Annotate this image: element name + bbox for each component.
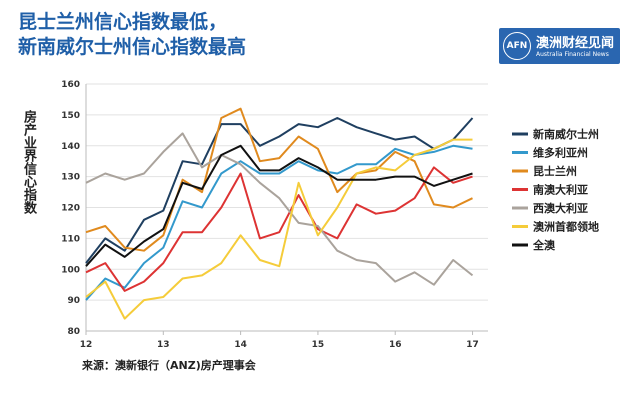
series-line <box>85 166 473 292</box>
afn-logo-cn-text: 澳洲财经见闻 <box>536 36 615 51</box>
x-tick-label: 16 <box>389 340 402 350</box>
legend-label: 澳洲首都领地 <box>533 220 599 234</box>
x-tick-label: 12 <box>80 340 93 350</box>
source-note: 来源：澳新银行（ANZ)房产理事会 <box>82 359 256 372</box>
x-tick-label: 15 <box>312 340 325 350</box>
title-block: 昆士兰州信心指数最低， 新南威尔士州信心指数最高 <box>18 10 488 60</box>
legend-label: 西澳大利亚 <box>533 201 588 215</box>
series-line <box>85 132 474 286</box>
page-title-line-2: 新南威尔士州信心指数最高 <box>18 36 247 58</box>
y-tick-label: 140 <box>61 142 80 152</box>
y-axis-label: 房产业界信心指数 <box>21 110 36 214</box>
x-tick-label: 17 <box>466 340 479 350</box>
afn-logo: AFN 澳洲财经见闻 Australia Financial News <box>499 28 620 64</box>
legend-label: 全澳 <box>532 238 556 252</box>
legend-label: 新南威尔士州 <box>533 127 599 141</box>
y-tick-label: 100 <box>61 265 80 275</box>
page-title-line-1: 昆士兰州信心指数最低， <box>18 11 228 33</box>
legend-label: 昆士兰州 <box>533 164 577 178</box>
series-line <box>85 138 473 320</box>
legend-label: 维多利亚州 <box>533 146 588 160</box>
afn-logo-en-text: Australia Financial News <box>536 51 609 58</box>
legend-label: 南澳大利亚 <box>533 183 588 197</box>
series-line <box>85 144 473 301</box>
series-line <box>85 117 474 264</box>
y-tick-label: 160 <box>61 80 80 90</box>
y-tick-label: 130 <box>61 173 80 183</box>
y-tick-label: 90 <box>67 296 80 306</box>
y-tick-label: 120 <box>61 204 80 214</box>
series-line <box>85 144 473 267</box>
x-tick-label: 14 <box>234 340 247 350</box>
afn-logo-mark: AFN <box>503 32 531 60</box>
y-tick-label: 150 <box>61 111 80 121</box>
y-tick-label: 110 <box>61 234 80 244</box>
x-tick-label: 13 <box>157 340 170 350</box>
series-line <box>85 107 473 252</box>
y-tick-label: 80 <box>67 327 80 337</box>
